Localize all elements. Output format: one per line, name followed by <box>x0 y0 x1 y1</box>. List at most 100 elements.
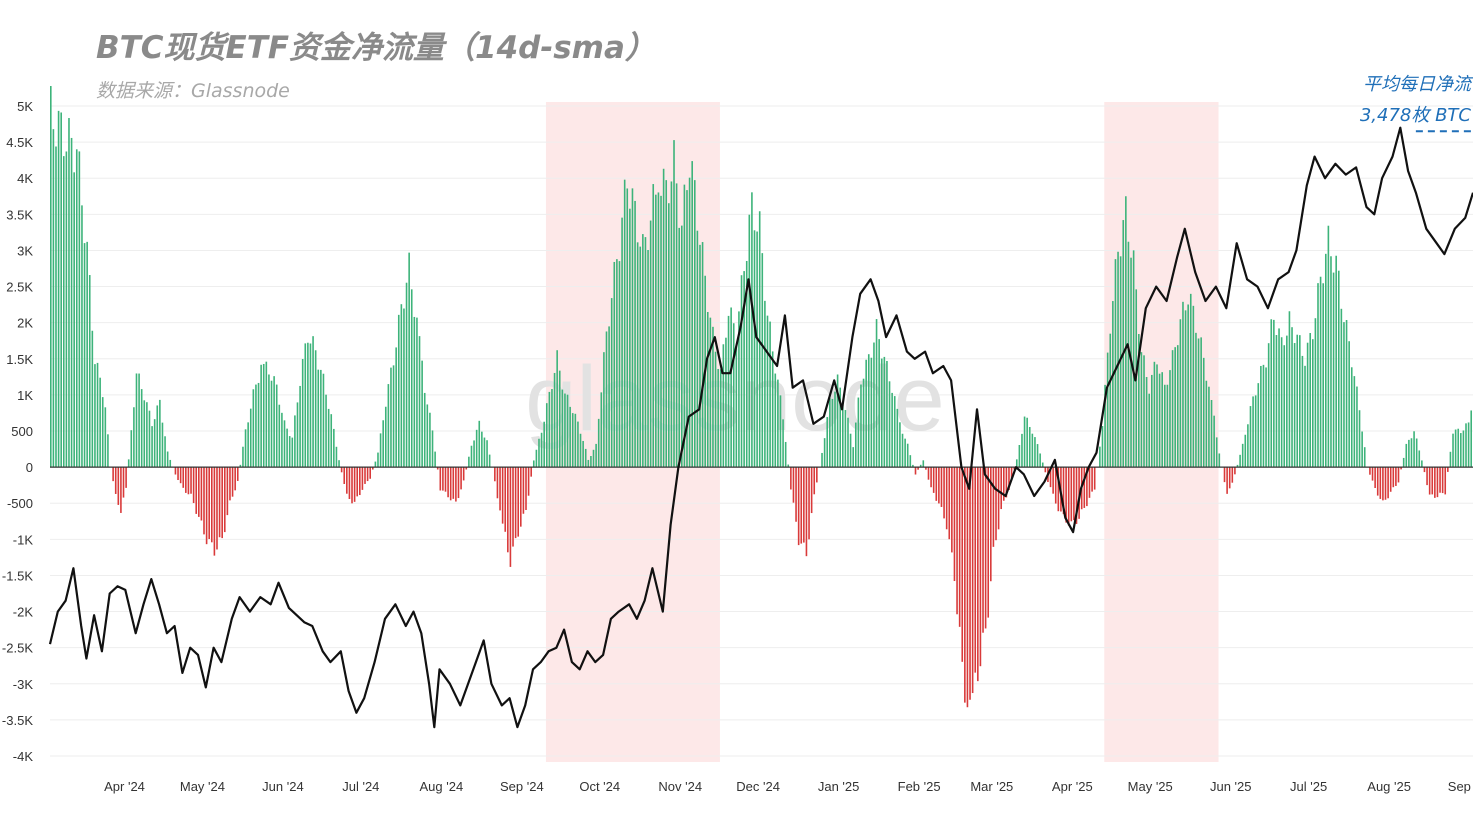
inflow-bar <box>133 407 135 468</box>
inflow-bar <box>1361 431 1363 468</box>
inflow-bar <box>94 364 96 468</box>
inflow-bar <box>265 361 268 468</box>
inflow-bar <box>649 220 652 468</box>
inflow-bar <box>247 422 249 468</box>
outflow-bar <box>112 467 114 482</box>
outflow-bar <box>114 467 117 494</box>
inflow-bar <box>605 331 608 468</box>
inflow-bar <box>748 214 751 468</box>
inflow-bar <box>1353 376 1356 468</box>
inflow-bar <box>1449 451 1452 468</box>
x-tick-label: Apr '24 <box>104 779 145 794</box>
y-tick-label: -4K <box>13 749 34 764</box>
outflow-bar <box>930 467 932 488</box>
inflow-bar <box>1041 462 1044 468</box>
outflow-bar <box>213 467 216 556</box>
inflow-bar <box>1317 283 1319 468</box>
inflow-bar <box>1021 433 1023 468</box>
inflow-bar <box>1179 319 1182 468</box>
inflow-bar <box>387 384 390 468</box>
inflow-bar <box>260 364 262 468</box>
inflow-bar <box>423 392 426 468</box>
outflow-bar <box>1000 467 1002 510</box>
inflow-bar <box>1288 311 1291 468</box>
outflow-bar <box>932 467 935 493</box>
outflow-bar <box>507 467 509 553</box>
outflow-bar <box>938 467 940 504</box>
inflow-bar <box>1267 343 1270 468</box>
outflow-bar <box>174 467 177 475</box>
inflow-bar <box>1132 250 1135 468</box>
inflow-bar <box>571 413 574 468</box>
inflow-bar <box>608 326 610 468</box>
outflow-bar <box>452 467 455 499</box>
x-tick-label: Apr '25 <box>1052 779 1093 794</box>
inflow-bar <box>893 396 896 468</box>
outflow-bar <box>512 467 514 547</box>
inflow-bar <box>639 246 642 468</box>
inflow-bar <box>1327 225 1330 468</box>
x-tick-label: Oct '24 <box>579 779 620 794</box>
y-tick-label: 2.5K <box>6 280 33 295</box>
inflow-bar <box>1174 347 1176 468</box>
outflow-bar <box>1395 467 1397 486</box>
inflow-bar <box>1028 427 1031 468</box>
outflow-bar <box>187 467 190 495</box>
outflow-bar <box>120 467 122 513</box>
outflow-bar <box>956 467 958 615</box>
inflow-bar <box>1143 355 1145 468</box>
inflow-bar <box>252 389 255 468</box>
outflow-bar <box>1002 467 1005 501</box>
outflow-bar <box>808 467 810 540</box>
outflow-bar <box>1369 467 1371 475</box>
inflow-bar <box>722 344 725 468</box>
inflow-bar <box>434 451 436 468</box>
chart-subtitle: 数据来源：Glassnode <box>96 80 290 102</box>
outflow-bar <box>447 467 449 498</box>
outflow-bar <box>1083 467 1086 508</box>
outflow-bar <box>1054 467 1057 504</box>
inflow-bar <box>854 422 857 468</box>
inflow-bar <box>535 449 538 468</box>
inflow-bar <box>673 140 675 468</box>
outflow-bar <box>969 467 971 700</box>
inflow-bar <box>262 363 265 468</box>
inflow-bar <box>603 352 605 468</box>
inflow-bar <box>1176 345 1179 468</box>
inflow-bar <box>257 382 260 468</box>
outflow-bar <box>797 467 800 546</box>
inflow-bar <box>839 387 842 468</box>
inflow-bar <box>634 200 636 468</box>
inflow-bar <box>1106 352 1109 468</box>
inflow-bar <box>317 369 320 468</box>
inflow-bar <box>1208 386 1210 468</box>
y-tick-label: 500 <box>11 424 33 439</box>
inflow-bar <box>1215 437 1218 468</box>
inflow-bar <box>597 418 600 468</box>
inflow-bar <box>847 417 849 468</box>
inflow-bar <box>730 307 732 468</box>
outflow-bar <box>1070 467 1073 522</box>
x-tick-label: Sep '25 <box>1448 779 1473 794</box>
inflow-bar <box>540 432 543 468</box>
inflow-bar <box>1192 305 1195 468</box>
inflow-bar <box>1138 334 1140 468</box>
outflow-bar <box>816 467 818 483</box>
inflow-bar <box>771 351 774 468</box>
inflow-bar <box>912 464 914 468</box>
outflow-bar <box>1376 467 1379 496</box>
inflow-bar <box>743 271 745 468</box>
outflow-bar <box>1441 467 1444 494</box>
inflow-bar <box>1421 460 1423 468</box>
inflow-bar <box>699 244 701 468</box>
watermark: glassnode <box>525 348 944 450</box>
inflow-bar <box>307 342 309 468</box>
outflow-bar <box>948 467 951 540</box>
outflow-bar <box>1234 467 1236 475</box>
outflow-bar <box>530 467 532 477</box>
outflow-bar <box>795 467 797 522</box>
inflow-bar <box>135 373 138 468</box>
inflow-bar <box>709 317 712 468</box>
inflow-bar <box>600 392 603 468</box>
outflow-bar <box>1226 467 1228 494</box>
